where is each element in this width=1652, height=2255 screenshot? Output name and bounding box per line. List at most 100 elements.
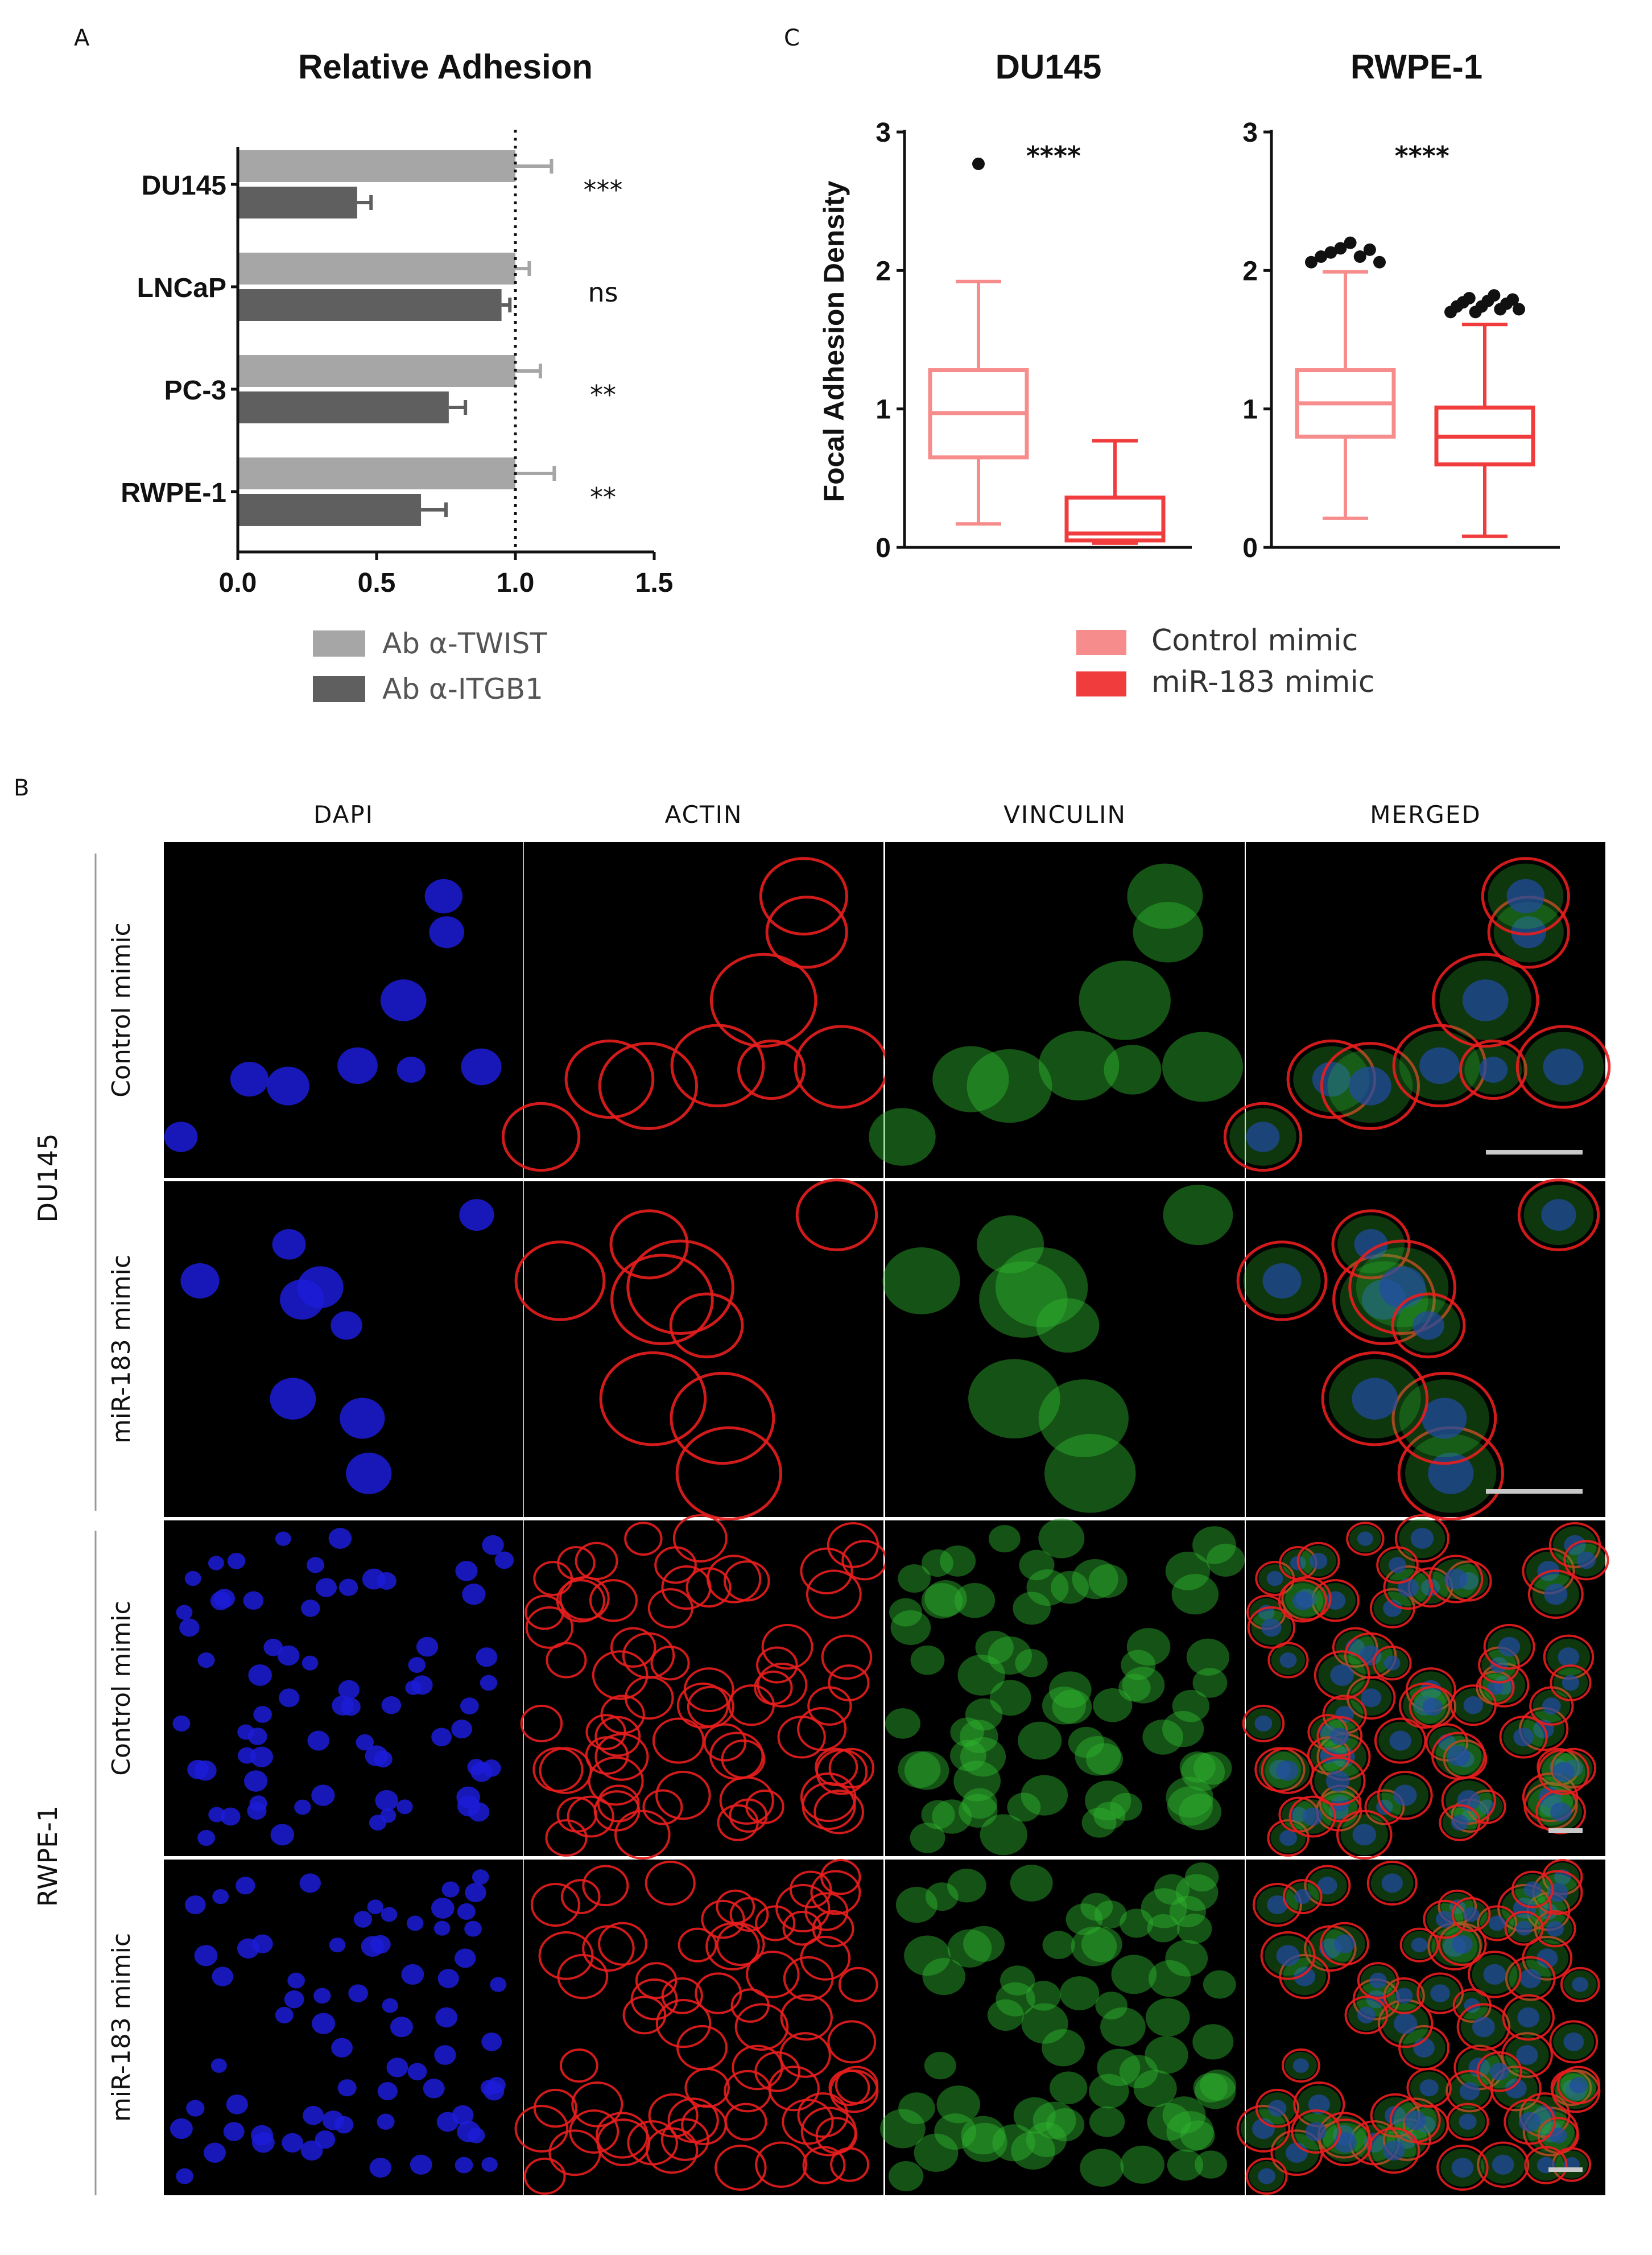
nucleus (1261, 1618, 1282, 1637)
actin-outline (1527, 1569, 1584, 1619)
actin-outline (1438, 1923, 1487, 1967)
vinculin-signal (898, 2092, 935, 2124)
micrograph-merged-du145-mir183 (1236, 1178, 1605, 1521)
vinculin-signal (1229, 1108, 1296, 1166)
vinculin-signal (1553, 1668, 1588, 1698)
nucleus (1463, 1907, 1480, 1922)
vinculin-signal (1508, 1914, 1541, 1943)
outlier-point (1315, 250, 1328, 263)
actin-outline (564, 1039, 655, 1119)
nucleus (1389, 1730, 1412, 1751)
actin-outline (1245, 2157, 1288, 2195)
vinculin-signal (1180, 2120, 1215, 2151)
nucleus (1308, 2094, 1330, 2114)
nucleus (455, 1561, 478, 1581)
vinculin-signal (1461, 2007, 1506, 2047)
nucleus (482, 1535, 504, 1555)
nucleus (397, 1056, 426, 1083)
actin-outline (1372, 1646, 1412, 1681)
nucleus (250, 1746, 274, 1767)
vinculin-signal (922, 1957, 965, 1996)
nucleus (1463, 1696, 1484, 1714)
actin-outline (1477, 2141, 1530, 2188)
vinculin-signal (1085, 1780, 1131, 1821)
actin-outline (685, 1567, 732, 1608)
legend-swatch-mir183 (1076, 671, 1126, 696)
actin-outline (669, 1292, 744, 1359)
actin-outline (716, 1923, 765, 1967)
vinculin-signal (1176, 1914, 1212, 1944)
vinculin-signal (1042, 1931, 1075, 1959)
vinculin-signal (1292, 1799, 1333, 1834)
nucleus (377, 2113, 395, 2130)
nucleus (1487, 1680, 1504, 1695)
actin-outline (695, 1972, 742, 2014)
actin-outline (732, 2044, 783, 2091)
panel-letter-b: B (14, 775, 29, 801)
actin-outline (1515, 1025, 1611, 1109)
nucleus (1252, 2118, 1275, 2139)
actin-outline (782, 1911, 822, 1946)
vinculin-signal (898, 1751, 941, 1788)
vinculin-signal (1481, 1650, 1517, 1680)
nucleus (1294, 1967, 1316, 1986)
nucleus (1558, 1647, 1580, 1667)
vinculin-signal (1193, 1751, 1232, 1785)
vinculin-signal (1397, 1298, 1460, 1353)
actin-outline (585, 1714, 626, 1750)
nucleus (1430, 1984, 1450, 2002)
outlier-point (1353, 250, 1366, 263)
nucleus (1352, 1824, 1377, 1846)
vinculin-signal (1094, 1900, 1127, 1929)
panel-letter-a: A (74, 25, 90, 51)
rwpe1-box-plot: 0 1 2 3 **** (1242, 118, 1560, 563)
vinculin-signal (1110, 1792, 1142, 1821)
actin-outline (1524, 2146, 1568, 2184)
vinculin-signal (932, 1046, 1009, 1112)
vinculin-signal (1162, 1032, 1244, 1102)
actin-outline (514, 1240, 606, 1321)
nucleus (329, 1937, 346, 1953)
vinculin-signal (1021, 1775, 1068, 1816)
actin-outline (1332, 1627, 1378, 1668)
vinculin-signal (1044, 1434, 1136, 1513)
actin-outline (1550, 1747, 1597, 1789)
nucleus (270, 1824, 295, 1846)
vinculin-signal (1021, 2003, 1068, 2044)
nucleus (468, 1802, 490, 1822)
chart-a-title: Relative Adhesion (298, 48, 593, 86)
vinculin-signal (1046, 2108, 1085, 2142)
nucleus (287, 1972, 305, 1989)
vinculin-signal (1162, 1710, 1204, 1747)
group-label: DU145 (32, 1133, 63, 1223)
vinculin-signal (1442, 1807, 1477, 1838)
actin-outline (660, 2118, 709, 2161)
vinculin-signal (1283, 1957, 1326, 1996)
nucleus (1447, 1745, 1470, 1767)
nucleus (1572, 1977, 1589, 1992)
vinculin-signal (1080, 1893, 1113, 1921)
nucleus (253, 1706, 272, 1723)
vinculin-signal (1293, 1046, 1370, 1112)
nucleus (1478, 1799, 1495, 1815)
vinculin-signal (1179, 1751, 1216, 1783)
nucleus (1498, 1636, 1521, 1657)
nucleus (380, 979, 427, 1021)
micrograph-merged-du145-control (1223, 842, 1611, 1178)
nucleus (1276, 1945, 1300, 1967)
row-label: Control mimic (107, 922, 136, 1097)
actin-outline (1431, 1732, 1486, 1780)
nucleus (340, 1697, 361, 1716)
nucleus (1462, 979, 1509, 1021)
actin-outline (1391, 1292, 1466, 1359)
vinculin-signal (1373, 1592, 1412, 1625)
micrograph-background (524, 842, 883, 1178)
vinculin-signal (1036, 1298, 1100, 1353)
vinculin-signal (959, 1794, 998, 1828)
micrograph-actin-rwpe1-control (520, 1514, 887, 1860)
vinculin-signal (1167, 2149, 1204, 2181)
vinculin-signal (1015, 1648, 1048, 1677)
vinculin-signal (1285, 2051, 1317, 2080)
micrograph-vinculin-rwpe1-control (885, 1518, 1245, 1856)
nucleus (481, 2032, 502, 2051)
